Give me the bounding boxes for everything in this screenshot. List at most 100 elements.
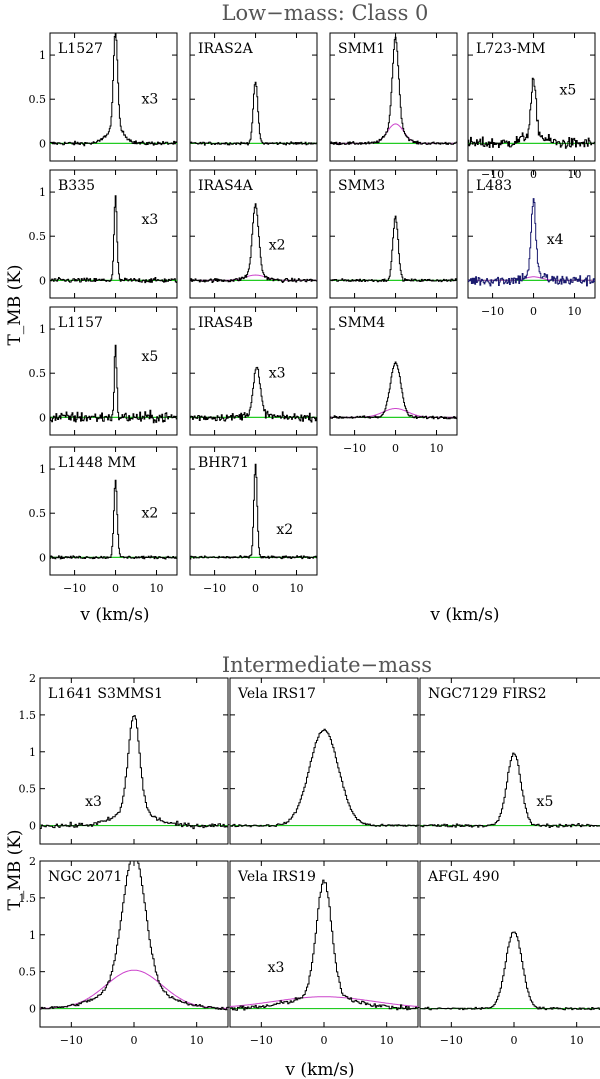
x-tick-label: 0 (511, 1034, 518, 1047)
panel-frame (467, 32, 596, 162)
panel-frame (49, 446, 178, 576)
panel-l1641-s3mms1: 0 0.5 1 1.5 2 L1641 S3MMS1 x3 (19, 672, 230, 845)
source-label: B335 (58, 178, 95, 194)
source-label: NGC7129 FIRS2 (428, 686, 547, 702)
x-tick-label: −10 (60, 1034, 83, 1047)
scale-label: x2 (276, 522, 293, 538)
x-tick-label: 10 (430, 442, 444, 455)
spectrum-line (40, 860, 230, 1011)
x-tick-label: 10 (290, 582, 304, 595)
fit-curve (330, 408, 457, 418)
x-axis-label-int: v (km/s) (284, 1060, 354, 1079)
source-label: Vela IRS19 (237, 869, 316, 885)
x-tick-label: −10 (343, 442, 366, 455)
source-label: L1641 S3MMS1 (48, 686, 163, 702)
y-tick-label: 2 (29, 672, 36, 685)
panel-frame (329, 306, 458, 436)
spectrum-line (190, 203, 317, 283)
panel-frame (329, 32, 458, 162)
x-tick-label: 10 (568, 305, 582, 318)
y-tick-label: 1.5 (19, 892, 37, 905)
panel-l1157: 0 0.5 1 L1157 x5 (29, 306, 178, 436)
y-tick-label: 1 (29, 746, 36, 759)
spectrum-line (230, 879, 420, 1011)
spectrum-line (468, 77, 595, 149)
y-axis-label-int: T_MB (K) (5, 829, 25, 910)
x-tick-label: 10 (380, 1034, 394, 1047)
panel-smm3: SMM3 (329, 169, 458, 299)
panel-vela-irs17: Vela IRS17 (229, 677, 420, 845)
source-label: Vela IRS17 (237, 686, 316, 702)
y-tick-label: 1.5 (19, 709, 37, 722)
source-label: L1527 (58, 41, 103, 57)
panel-frame (39, 677, 229, 845)
y-tick-label: 0.5 (29, 507, 47, 520)
panel-frame (39, 860, 229, 1028)
panel-smm4: −10 0 10 SMM4 (329, 306, 458, 455)
x-tick-label: 0 (252, 582, 259, 595)
y-tick-label: 0 (29, 820, 36, 833)
panel-frame (329, 169, 458, 299)
spectrum-line (420, 752, 600, 828)
spectrum-line (190, 366, 317, 423)
y-tick-label: 1 (39, 49, 46, 62)
scale-label: x3 (141, 91, 158, 107)
spectrum-line (330, 36, 457, 146)
source-label: NGC 2071 (48, 869, 122, 885)
spectrum-line (420, 931, 600, 1011)
y-tick-label: 1 (39, 463, 46, 476)
panel-frame (467, 169, 596, 299)
source-label: SMM4 (338, 315, 385, 331)
panel-frame (189, 169, 318, 299)
source-label: L723-MM (476, 41, 545, 57)
source-label: SMM1 (338, 41, 385, 57)
panel-frame (189, 306, 318, 436)
spectrum-line (190, 463, 317, 560)
y-tick-label: 0.5 (19, 783, 37, 796)
spectrum-line (50, 195, 177, 284)
spectrum-line (330, 215, 457, 283)
scale-label: x2 (141, 505, 158, 521)
source-label: AFGL 490 (427, 869, 499, 885)
panels-layer: 00.51L1527x3IRAS2ASMM1−10010L723-MMx500.… (19, 32, 600, 1047)
panel-smm1: SMM1 (329, 32, 458, 162)
x-axis-label-low-left: v (km/s) (79, 605, 149, 625)
fit-curve (330, 123, 457, 144)
fit-curve (40, 969, 228, 1009)
panel-iras4b: IRAS4B x3 (189, 306, 318, 436)
y-tick-label: 0 (39, 551, 46, 564)
scale-label: x3 (85, 794, 102, 810)
x-tick-label: 0 (112, 582, 119, 595)
spectrum-line (330, 361, 457, 420)
panel-l1448-mm: 0 0.5 1 −10 0 10 L1448 MM x2 (29, 446, 178, 595)
panel-bhr71: −10 0 10 BHR71 x2 (189, 446, 318, 595)
source-label: IRAS4B (198, 315, 253, 331)
scale-label: x5 (559, 82, 576, 98)
x-axis-label-low-right: v (km/s) (429, 605, 499, 625)
x-tick-label: 10 (190, 1034, 204, 1047)
y-axis-label-low: T_MB (K) (5, 264, 25, 345)
panel-ngc7129-firs2: NGC7129 FIRS2 x5 (419, 677, 600, 845)
panel-frame (189, 32, 318, 162)
panel-iras4a: IRAS4A x2 (189, 169, 318, 299)
panel-frame (189, 446, 318, 576)
scale-label: x4 (547, 232, 564, 248)
x-tick-label: −10 (440, 1034, 463, 1047)
y-tick-label: 1 (39, 323, 46, 336)
y-tick-label: 0.5 (29, 230, 47, 243)
x-tick-label: −10 (63, 582, 86, 595)
scale-label: x5 (537, 794, 554, 810)
source-label: BHR71 (198, 455, 249, 471)
spectrum-line (50, 479, 177, 560)
panel-frame (419, 860, 600, 1028)
panel-frame (229, 860, 419, 1028)
source-label: IRAS4A (198, 178, 254, 194)
panel-iras2a: IRAS2A (189, 32, 318, 162)
scale-label: x3 (141, 212, 158, 228)
y-tick-label: 0 (39, 411, 46, 424)
panel-l1527: 0 0.5 1 L1527 x3 (29, 32, 178, 162)
panel-frame (229, 677, 419, 845)
y-tick-label: 2 (29, 855, 36, 868)
